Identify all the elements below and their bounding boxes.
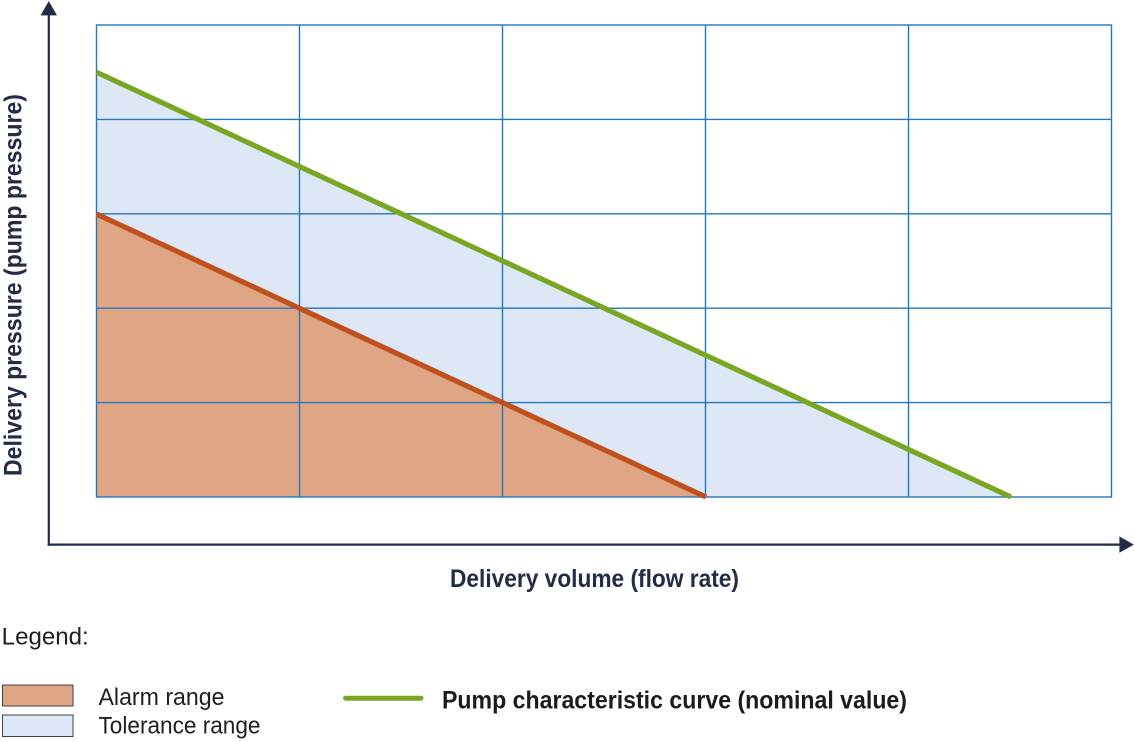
svg-text:Tolerance range: Tolerance range xyxy=(99,713,261,740)
svg-text:Delivery volume (flow rate): Delivery volume (flow rate) xyxy=(450,565,739,593)
svg-text:Delivery pressure (pump pressu: Delivery pressure (pump pressure) xyxy=(0,94,28,476)
svg-text:Legend:: Legend: xyxy=(2,623,89,650)
svg-text:Alarm range: Alarm range xyxy=(99,684,225,711)
svg-text:Pump characteristic curve (nom: Pump characteristic curve (nominal value… xyxy=(442,687,907,715)
